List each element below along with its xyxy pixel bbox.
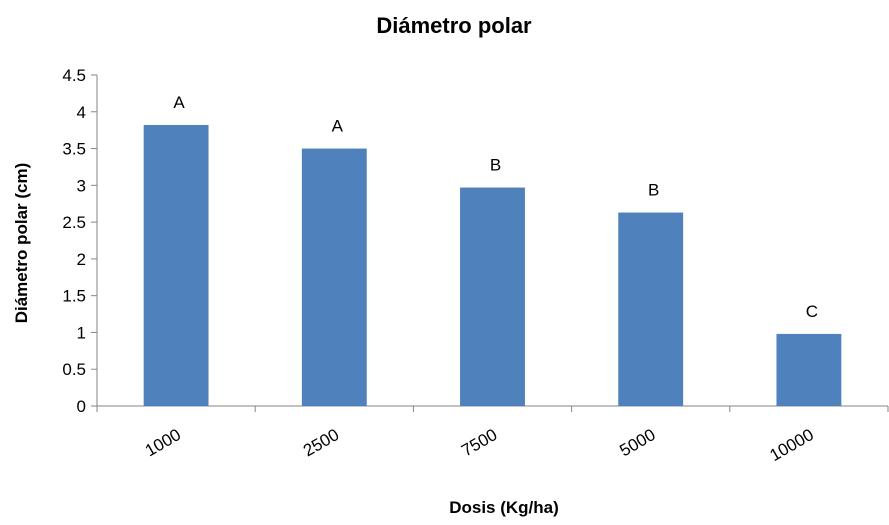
y-tick-label: 3	[77, 176, 86, 195]
chart-title: Diámetro polar	[376, 13, 532, 38]
data-label: C	[806, 302, 818, 321]
y-tick-label: 0.5	[62, 360, 86, 379]
y-tick-label: 4	[77, 103, 86, 122]
x-tick-label: 1000	[142, 425, 184, 460]
data-label: A	[332, 117, 344, 136]
y-tick-label: 1	[77, 323, 86, 342]
bar-7500	[460, 187, 525, 406]
x-tick-label: 2500	[300, 425, 342, 460]
y-tick-label: 0	[77, 397, 86, 416]
y-tick-label: 1.5	[62, 287, 86, 306]
plot-area: 0 0.5 1 1.5 2 2.5 3 3.5 4 4.5 A 1000 A 2500 B 7500 B 5000…	[62, 66, 889, 465]
y-tick-label: 2	[77, 250, 86, 269]
bar-10000	[776, 333, 842, 406]
x-tick-label: 5000	[616, 425, 658, 460]
bar-2500	[301, 148, 367, 407]
y-axis-title: Diámetro polar (cm)	[12, 163, 31, 324]
y-tick-label: 3.5	[62, 140, 86, 159]
bar-1000	[143, 125, 209, 407]
y-tick-label: 2.5	[62, 213, 86, 232]
y-tick-label: 4.5	[62, 66, 86, 85]
data-label: B	[648, 181, 659, 200]
data-label: A	[173, 93, 185, 112]
data-label: B	[490, 156, 501, 175]
x-tick-label: 10000	[766, 425, 816, 465]
x-tick-label: 7500	[458, 425, 500, 460]
x-axis-title: Dosis (Kg/ha)	[449, 498, 559, 517]
bar-5000	[618, 212, 684, 406]
